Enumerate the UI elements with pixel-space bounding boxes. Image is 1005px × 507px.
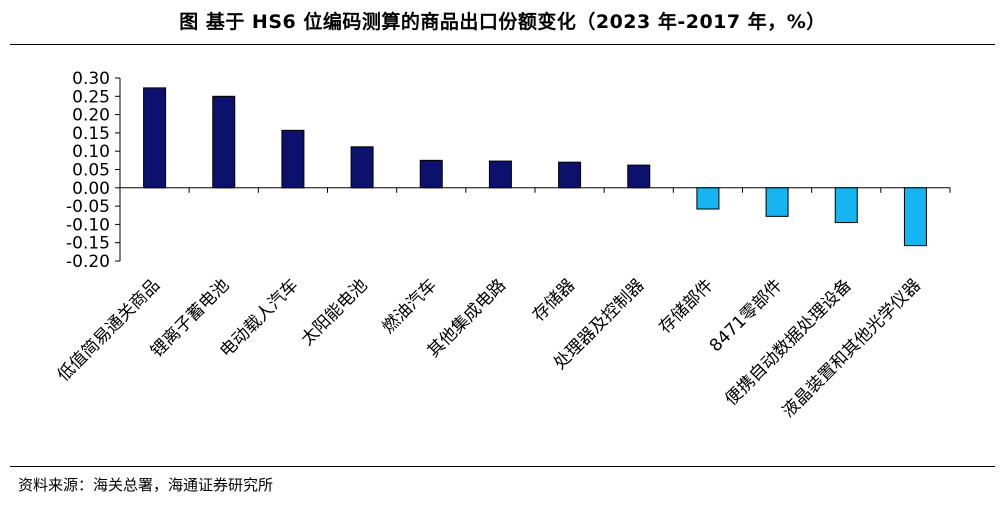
y-tick-label: 0.20 [72, 106, 110, 126]
y-tick-label: 0.10 [72, 142, 110, 162]
x-category-label: 便携自动数据处理设备 [721, 275, 855, 409]
x-category-label: 太阳能电池 [297, 275, 371, 349]
y-tick-label: -0.10 [66, 215, 110, 235]
y-tick-label: -0.05 [66, 197, 110, 217]
bar [143, 87, 167, 189]
chart-title: 图 基于 HS6 位编码测算的商品出口份额变化（2023 年-2017 年，%） [179, 10, 826, 33]
source-note: 资料来源：海关总署，海通证券研究所 [18, 476, 274, 494]
y-tick-label: 0.30 [72, 69, 110, 89]
bar [419, 159, 443, 189]
y-tick-label: -0.15 [66, 234, 110, 254]
bar-chart: 0.300.250.200.150.100.050.00-0.05-0.10-0… [54, 69, 951, 422]
bottom-rule [10, 466, 995, 467]
y-tick-label: 0.15 [72, 124, 110, 144]
x-category-label: 燃油汽车 [379, 275, 441, 337]
top-rule [10, 44, 995, 45]
bar [903, 187, 927, 247]
bar [350, 146, 374, 189]
y-tick-label: 0.25 [72, 87, 110, 107]
bar [696, 187, 720, 210]
bar [212, 95, 236, 189]
y-tick-label: 0.00 [72, 179, 110, 199]
bar [765, 187, 789, 217]
bar [281, 129, 305, 189]
x-category-label: 低值简易通关商品 [54, 275, 164, 385]
bar [558, 161, 582, 189]
y-tick-label: 0.05 [72, 161, 110, 181]
bar [627, 164, 651, 189]
x-category-label: 存储器 [529, 275, 579, 325]
bar [834, 187, 858, 224]
bar [488, 160, 512, 189]
x-category-label: 存储部件 [655, 275, 717, 337]
x-category-label: 液晶装置和其他光学仪器 [779, 275, 925, 421]
y-tick-label: -0.20 [66, 252, 110, 272]
